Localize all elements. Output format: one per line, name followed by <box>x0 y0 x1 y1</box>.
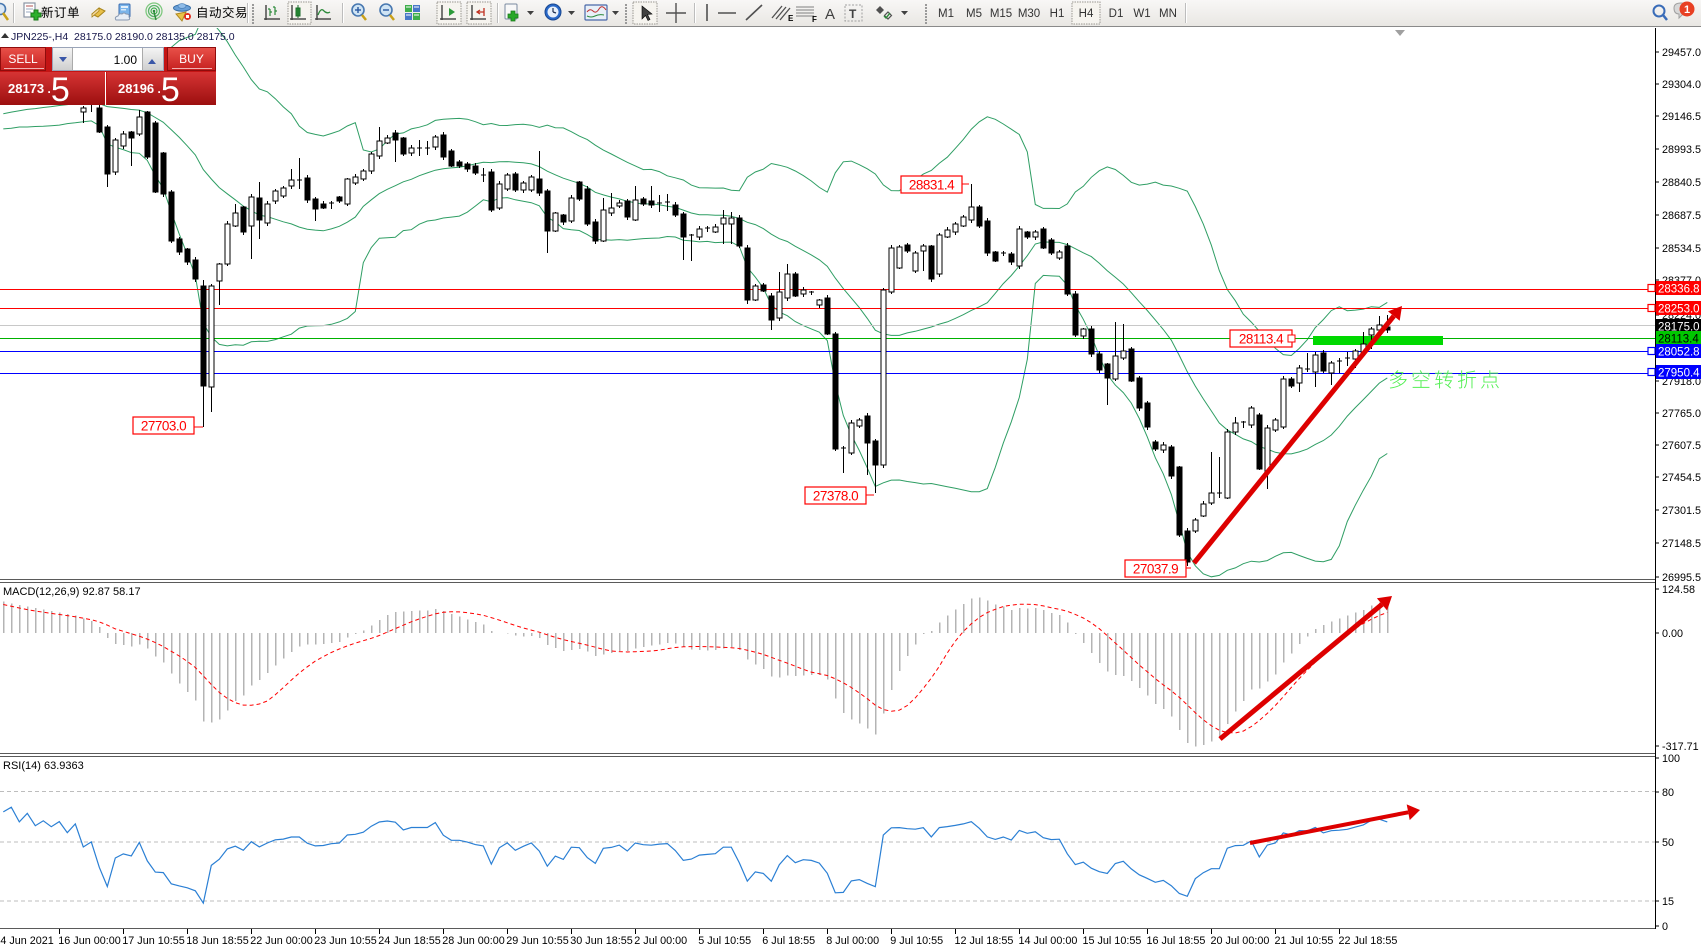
svg-text:28336.8: 28336.8 <box>1658 284 1700 296</box>
svg-text:2 Jul 00:00: 2 Jul 00:00 <box>634 935 687 947</box>
svg-text:MACD(12,26,9) 92.87 58.17: MACD(12,26,9) 92.87 58.17 <box>3 586 141 598</box>
svg-text:30 Jun 18:55: 30 Jun 18:55 <box>570 935 632 947</box>
svg-text:28840.5: 28840.5 <box>1662 177 1701 189</box>
svg-text:28993.5: 28993.5 <box>1662 144 1701 156</box>
svg-text:A: A <box>825 6 835 23</box>
svg-text:20 Jul 00:00: 20 Jul 00:00 <box>1211 935 1270 947</box>
svg-text:H1: H1 <box>1050 8 1065 20</box>
svg-text:100: 100 <box>1662 753 1680 765</box>
svg-text:15: 15 <box>1662 896 1674 908</box>
svg-text:JPN225-,H4 28175.0 28190.0 28: JPN225-,H4 28175.0 28190.0 28135.0 28175… <box>11 31 235 43</box>
svg-text:0: 0 <box>1662 921 1668 933</box>
svg-text:H4: H4 <box>1079 8 1094 20</box>
svg-text:28831.4: 28831.4 <box>909 178 955 193</box>
svg-text:21 Jul 10:55: 21 Jul 10:55 <box>1275 935 1334 947</box>
svg-text:0.00: 0.00 <box>1662 628 1683 640</box>
svg-text:124.58: 124.58 <box>1662 584 1695 596</box>
svg-text:28 Jun 00:00: 28 Jun 00:00 <box>442 935 504 947</box>
svg-text:27454.5: 27454.5 <box>1662 472 1701 484</box>
svg-text:5 Jul 10:55: 5 Jul 10:55 <box>698 935 751 947</box>
svg-text:29146.5: 29146.5 <box>1662 111 1701 123</box>
svg-text:28687.5: 28687.5 <box>1662 210 1701 222</box>
svg-text:M15: M15 <box>990 8 1012 20</box>
svg-text:E: E <box>788 14 794 23</box>
svg-text:-317.71: -317.71 <box>1662 741 1699 753</box>
svg-text:27148.5: 27148.5 <box>1662 538 1701 550</box>
svg-text:17 Jun 10:55: 17 Jun 10:55 <box>122 935 184 947</box>
svg-text:18 Jun 18:55: 18 Jun 18:55 <box>186 935 248 947</box>
svg-text:50: 50 <box>1662 837 1674 849</box>
svg-text:28052.8: 28052.8 <box>1658 347 1700 359</box>
svg-text:28534.5: 28534.5 <box>1662 243 1701 255</box>
svg-text:16 Jul 18:55: 16 Jul 18:55 <box>1147 935 1206 947</box>
svg-text:22 Jun 00:00: 22 Jun 00:00 <box>250 935 312 947</box>
svg-text:29304.0: 29304.0 <box>1662 79 1701 91</box>
svg-text:14 Jun 2021: 14 Jun 2021 <box>0 935 54 947</box>
svg-text:6 Jul 18:55: 6 Jul 18:55 <box>762 935 815 947</box>
svg-text:RSI(14) 63.9363: RSI(14) 63.9363 <box>3 760 84 772</box>
svg-text:80: 80 <box>1662 787 1674 799</box>
svg-text:M30: M30 <box>1018 8 1040 20</box>
svg-text:29457.0: 29457.0 <box>1662 47 1701 59</box>
svg-text:M5: M5 <box>966 8 982 20</box>
svg-text:27301.5: 27301.5 <box>1662 505 1701 517</box>
svg-text:D1: D1 <box>1109 8 1124 20</box>
svg-text:28253.0: 28253.0 <box>1658 304 1700 316</box>
svg-text:16 Jun 00:00: 16 Jun 00:00 <box>58 935 120 947</box>
svg-text:24 Jun 18:55: 24 Jun 18:55 <box>378 935 440 947</box>
svg-text:27378.0: 27378.0 <box>813 489 858 504</box>
svg-text:8 Jul 00:00: 8 Jul 00:00 <box>826 935 879 947</box>
svg-text:T: T <box>849 7 857 21</box>
svg-text:F: F <box>812 15 817 24</box>
svg-text:M1: M1 <box>938 8 954 20</box>
svg-text:14 Jul 00:00: 14 Jul 00:00 <box>1019 935 1078 947</box>
svg-text:23 Jun 10:55: 23 Jun 10:55 <box>314 935 376 947</box>
svg-text:28113.4: 28113.4 <box>1239 332 1284 347</box>
svg-text:27037.9: 27037.9 <box>1133 562 1178 577</box>
svg-text:15 Jul 10:55: 15 Jul 10:55 <box>1083 935 1142 947</box>
svg-text:27950.4: 27950.4 <box>1658 368 1700 380</box>
svg-text:28175.0: 28175.0 <box>1658 322 1700 334</box>
svg-text:26995.5: 26995.5 <box>1662 572 1701 584</box>
svg-text:9 Jul 10:55: 9 Jul 10:55 <box>890 935 943 947</box>
svg-text:27703.0: 27703.0 <box>141 419 186 434</box>
svg-text:12 Jul 18:55: 12 Jul 18:55 <box>955 935 1014 947</box>
svg-text:28113.4: 28113.4 <box>1658 334 1699 346</box>
svg-text:22 Jul 18:55: 22 Jul 18:55 <box>1339 935 1398 947</box>
svg-text:27765.0: 27765.0 <box>1662 408 1701 420</box>
svg-text:MN: MN <box>1159 8 1177 20</box>
svg-text:W1: W1 <box>1133 8 1150 20</box>
svg-text:27607.5: 27607.5 <box>1662 440 1701 452</box>
svg-text:1: 1 <box>1684 4 1690 16</box>
svg-text:29 Jun 10:55: 29 Jun 10:55 <box>506 935 568 947</box>
